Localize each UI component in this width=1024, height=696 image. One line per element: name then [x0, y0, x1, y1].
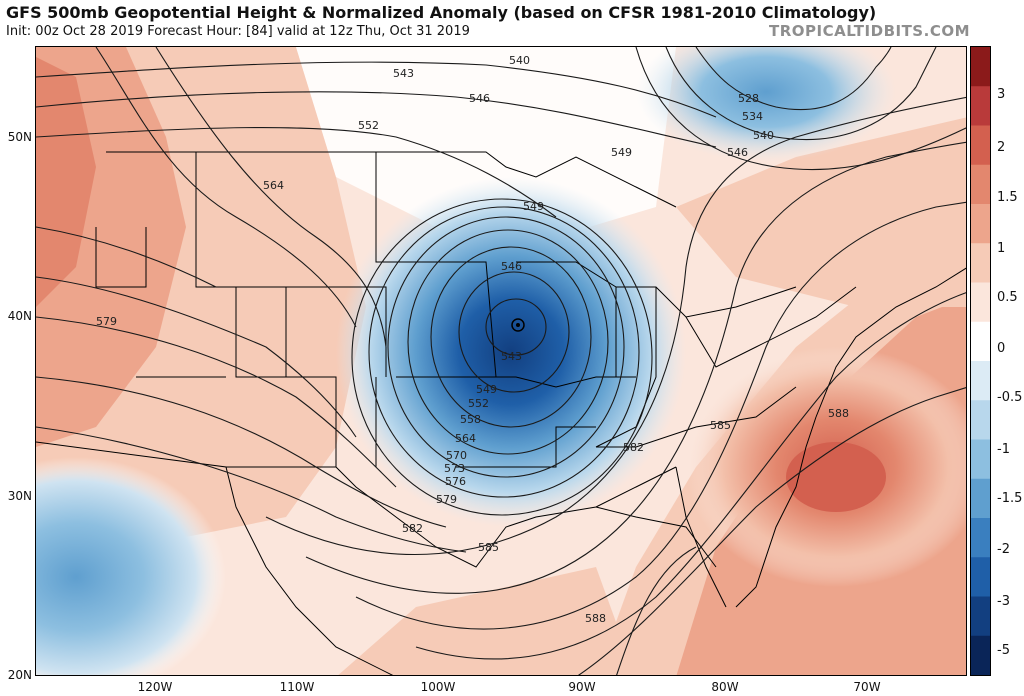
colorbar-swatch	[971, 164, 990, 205]
contour-label: 540	[753, 129, 774, 142]
colorbar-label: 0	[997, 341, 1006, 356]
contour-label: 582	[623, 441, 644, 454]
lon-label-90w: 90W	[568, 680, 596, 694]
colorbar-swatches	[971, 47, 990, 676]
colorbar-label: -0.5	[997, 390, 1023, 405]
anomaly-map: 540 543 546 552 528 534 540 546 549 564 …	[36, 47, 966, 675]
colorbar-swatch	[971, 47, 990, 87]
contour-label: 546	[501, 260, 522, 273]
colorbar-swatch	[971, 518, 990, 558]
colorbar-swatch	[971, 282, 990, 323]
colorbar-label: -3	[997, 594, 1010, 609]
contour-label: 582	[402, 522, 423, 535]
colorbar-swatch	[971, 635, 990, 676]
colorbar-swatch	[971, 557, 990, 597]
lat-label-30n: 30N	[7, 489, 32, 503]
map-panel: 540 543 546 552 528 534 540 546 549 564 …	[35, 46, 967, 676]
contour-label: 552	[468, 397, 489, 410]
low-center-dot	[516, 323, 520, 327]
colorbar-swatch	[971, 439, 990, 480]
colorbar-swatch	[971, 125, 990, 166]
lat-label-40n: 40N	[7, 309, 32, 323]
contour-label: 564	[263, 179, 284, 192]
contour-label: 546	[727, 146, 748, 159]
contour-label: 549	[611, 146, 632, 159]
colorbar-label: 3	[997, 87, 1006, 102]
contour-label: 549	[476, 383, 497, 396]
lon-label-120w: 120W	[137, 680, 173, 694]
lon-label-70w: 70W	[853, 680, 881, 694]
contour-label: 570	[446, 449, 467, 462]
contour-label: 579	[96, 315, 117, 328]
lat-label-50n: 50N	[7, 130, 32, 144]
colorbar-swatch	[971, 86, 990, 126]
lon-label-80w: 80W	[711, 680, 739, 694]
contour-label: 543	[501, 350, 522, 363]
source-watermark: TROPICALTIDBITS.COM	[769, 22, 970, 40]
contour-label: 543	[393, 67, 414, 80]
low-center-marker	[511, 318, 525, 332]
colorbar-swatch	[971, 400, 990, 440]
anomaly-colorbar	[970, 46, 991, 676]
colorbar-label: 2	[997, 140, 1006, 155]
contour-label: 573	[444, 462, 465, 475]
contour-label: 546	[469, 92, 490, 105]
contour-label: 549	[523, 200, 544, 213]
contour-label-group: 540 543 546 552 528 534 540 546 549 564 …	[96, 54, 849, 625]
contour-label: 588	[828, 407, 849, 420]
contour-label: 528	[738, 92, 759, 105]
colorbar-label: -2	[997, 542, 1010, 557]
colorbar-swatch	[971, 361, 990, 401]
lon-label-110w: 110W	[279, 680, 315, 694]
colorbar-label: -1	[997, 442, 1010, 457]
map-title: GFS 500mb Geopotential Height & Normaliz…	[6, 3, 877, 22]
colorbar-label: -1.5	[997, 491, 1023, 506]
colorbar-label: -5	[997, 643, 1010, 658]
contour-label: 585	[710, 419, 731, 432]
colorbar-swatch	[971, 204, 990, 244]
anomaly-shading	[36, 47, 966, 675]
contour-label: 564	[455, 432, 476, 445]
contour-label: 585	[478, 541, 499, 554]
contour-label: 534	[742, 110, 763, 123]
colorbar-label: 0.5	[997, 290, 1018, 305]
colorbar-label: 1	[997, 241, 1006, 256]
contour-label: 588	[585, 612, 606, 625]
map-subtitle: Init: 00z Oct 28 2019 Forecast Hour: [84…	[6, 24, 470, 39]
contour-label: 558	[460, 413, 481, 426]
lon-label-100w: 100W	[420, 680, 456, 694]
colorbar-swatch	[971, 321, 990, 362]
colorbar-label: 1.5	[997, 190, 1018, 205]
colorbar-swatch	[971, 478, 990, 519]
contour-label: 552	[358, 119, 379, 132]
lat-label-20n: 20N	[7, 668, 32, 682]
contour-label: 579	[436, 493, 457, 506]
colorbar-swatch	[971, 596, 990, 637]
height-contours	[36, 47, 966, 675]
colorbar-swatch	[971, 243, 990, 283]
contour-label: 576	[445, 475, 466, 488]
contour-label: 540	[509, 54, 530, 67]
